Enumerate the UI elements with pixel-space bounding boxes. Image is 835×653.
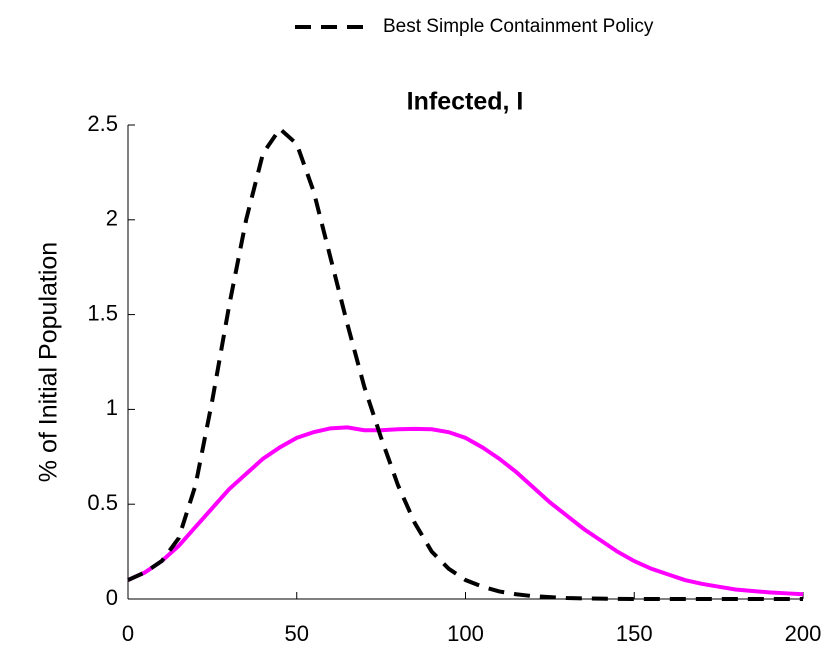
x-tick-label: 100	[447, 621, 484, 646]
x-tick-label: 150	[616, 621, 653, 646]
y-tick-label: 1.5	[87, 300, 118, 325]
y-tick-label: 2	[106, 206, 118, 231]
legend-label: Best Simple Containment Policy	[383, 16, 654, 37]
x-tick-label: 0	[122, 621, 134, 646]
y-tick-label: 1	[106, 395, 118, 420]
x-tick-label: 50	[285, 621, 309, 646]
series-line	[127, 125, 803, 601]
y-tick-label: 2.5	[87, 111, 118, 136]
chart-title: Infected, I	[407, 88, 524, 116]
y-tick-label: 0	[106, 585, 118, 610]
y-axis-label: % of Initial Population	[35, 242, 63, 482]
series-line	[127, 425, 804, 597]
x-tick-label: 200	[785, 621, 822, 646]
y-tick-label: 0.5	[87, 490, 118, 515]
